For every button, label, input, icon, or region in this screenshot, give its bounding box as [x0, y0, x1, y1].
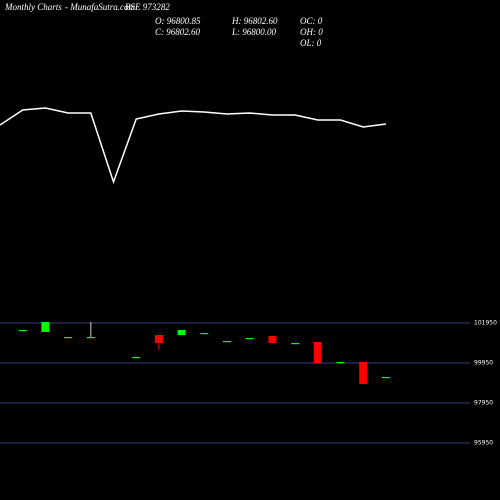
candle-body [86, 337, 95, 339]
candle-body [18, 330, 27, 332]
low-label: L: 96800.00 [231, 27, 277, 37]
ol-label: OL: 0 [300, 38, 322, 48]
y-tick-label: 95950 [474, 440, 493, 447]
oh-label: OH: 0 [300, 27, 323, 37]
y-tick-label: 97950 [474, 400, 493, 407]
candle-body [132, 357, 141, 359]
high-label: H: 96802.60 [231, 16, 278, 26]
brand-label: - MunafaSutra.com [65, 2, 135, 12]
close-label: C: 96802.60 [155, 27, 201, 37]
candle-body [313, 342, 322, 363]
candle-body [359, 362, 368, 384]
candle-body [291, 343, 300, 345]
candle-body [336, 362, 345, 364]
candle-body [177, 330, 186, 335]
candle-body [223, 341, 231, 343]
indicator-line [0, 107, 386, 185]
site-label: Monthly Charts [4, 2, 62, 12]
candle-body [200, 333, 209, 335]
y-tick-label: 99950 [474, 360, 493, 367]
open-label: O: 96800.85 [155, 16, 201, 26]
y-tick-label: 101950 [474, 320, 497, 327]
candle-body [41, 322, 50, 332]
candle-body [268, 336, 277, 343]
candle-body [64, 337, 73, 339]
candle-body [381, 377, 390, 379]
candle-body [245, 338, 254, 340]
symbol-label: BSE 973282 [125, 2, 170, 12]
candle-body [154, 335, 163, 343]
oc-label: OC: 0 [300, 16, 323, 26]
